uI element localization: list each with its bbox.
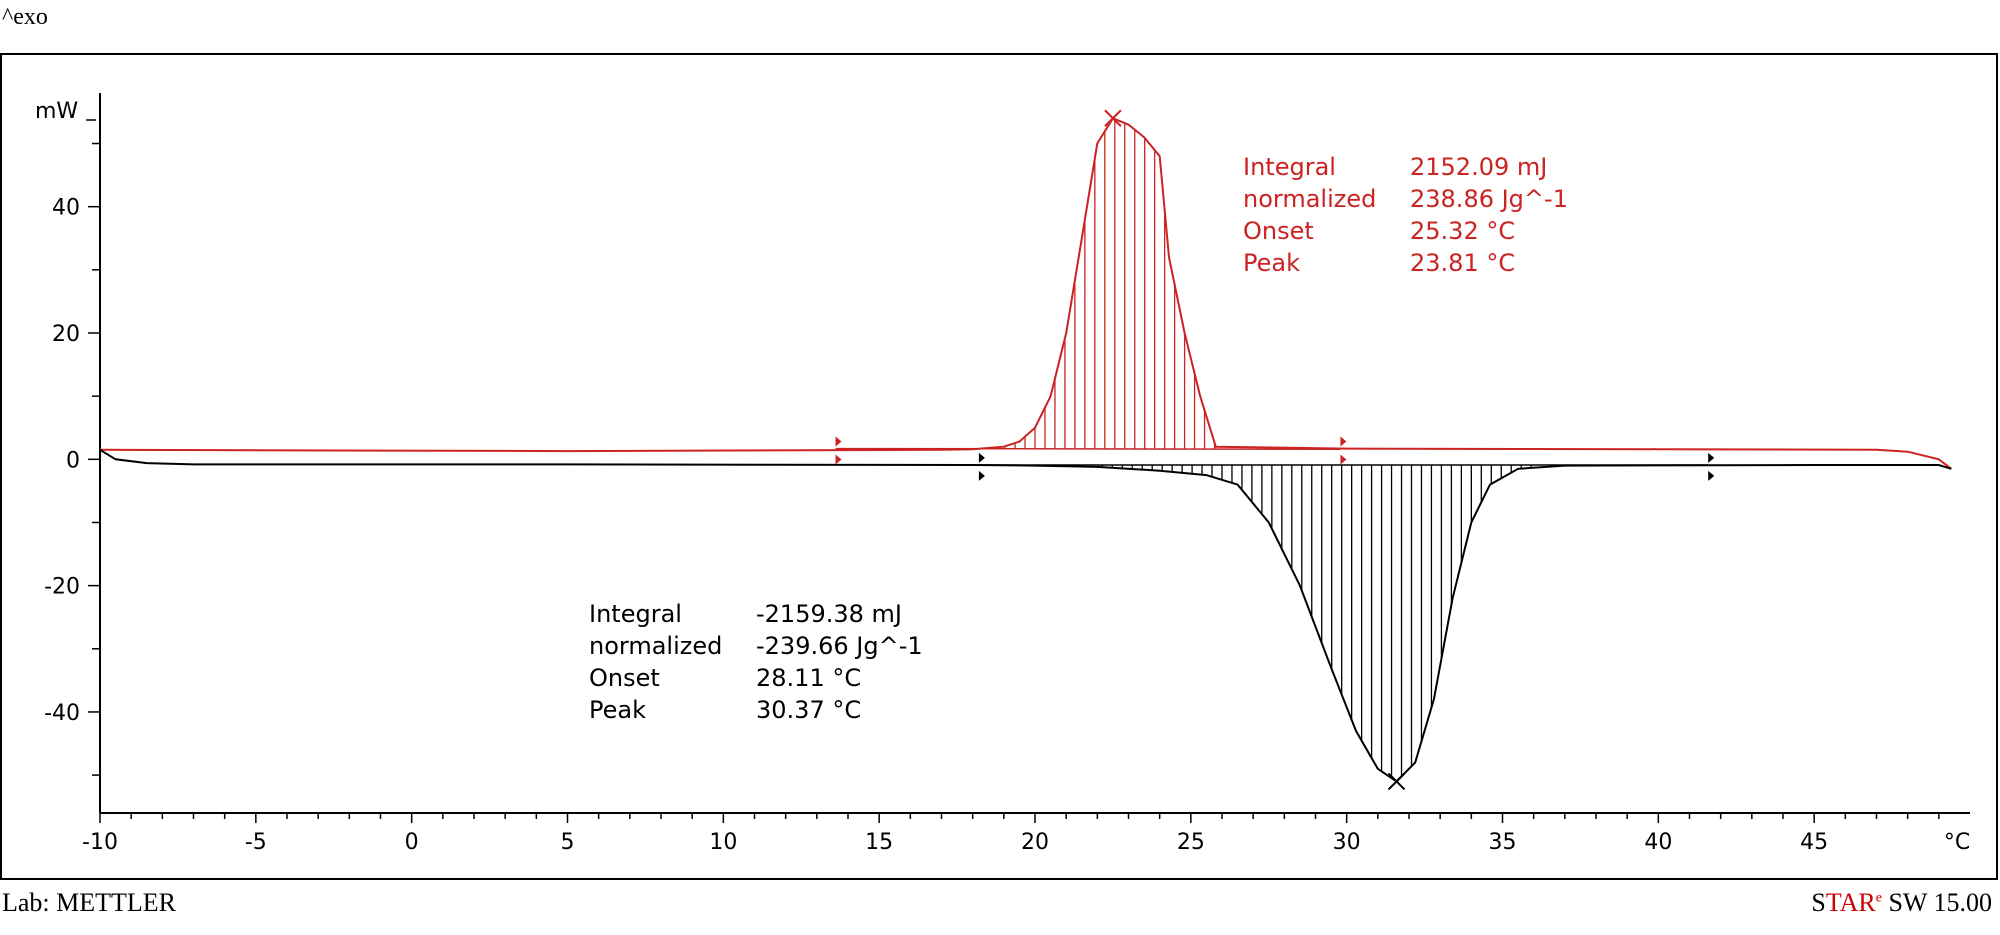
x-tick-label: 20 <box>1021 830 1049 855</box>
software-e: e <box>1875 890 1882 906</box>
cooling-result-value: -239.66 Jg^-1 <box>756 632 923 660</box>
heating-left-limit-marker <box>835 436 842 447</box>
y-tick-label: 40 <box>52 196 80 221</box>
cooling-right-limit-marker <box>1708 452 1715 463</box>
software-label: STARe SW 15.00 <box>1811 888 1992 918</box>
x-tick-label: 25 <box>1177 830 1205 855</box>
heating-result-value: 238.86 Jg^-1 <box>1410 185 1568 213</box>
exo-direction-label: ^exo <box>2 4 48 30</box>
x-tick-label: 45 <box>1800 830 1828 855</box>
chart-border <box>0 53 1998 880</box>
heating-result-label: Onset <box>1243 217 1314 245</box>
x-tick-label: 35 <box>1489 830 1517 855</box>
cooling-result-value: 30.37 °C <box>756 696 861 724</box>
software-s: S <box>1811 888 1826 917</box>
cooling-result-label: Peak <box>589 696 646 724</box>
heating-baseline <box>835 447 1341 450</box>
y-axis-unit-label: mW <box>35 99 78 124</box>
software-rest: SW 15.00 <box>1881 888 1992 917</box>
x-tick-label: -5 <box>245 830 267 855</box>
cooling-left-limit-marker <box>978 452 985 463</box>
heating-left-limit-marker <box>835 454 842 465</box>
y-tick-label: 20 <box>52 322 80 347</box>
y-tick-label: -20 <box>44 575 80 600</box>
heating-result-label: Peak <box>1243 249 1300 277</box>
heating-right-limit-marker <box>1340 454 1347 465</box>
y-tick-label: 0 <box>66 448 80 473</box>
heating-right-limit-marker <box>1340 436 1347 447</box>
heating-result-value: 25.32 °C <box>1410 217 1515 245</box>
x-tick-label: 15 <box>865 830 893 855</box>
cooling-left-limit-marker <box>978 470 985 481</box>
chart-axes: -10 -5 0 5 10 15 20 25 30 35 40 45 °C 40 20 0 -20 -40 mW <box>35 93 1970 855</box>
heating-result-label: Integral <box>1243 153 1336 181</box>
peak-cross-stroke <box>1104 109 1122 127</box>
chart-markers <box>835 109 1715 791</box>
cooling-result-label: Integral <box>589 600 682 628</box>
cooling-right-limit-marker <box>1708 470 1715 481</box>
heating-curve <box>99 117 1952 470</box>
cooling-result-label: normalized <box>589 632 722 660</box>
y-tick-label: -40 <box>44 701 80 726</box>
peak-cross-stroke <box>1387 772 1406 791</box>
cooling-curve <box>99 448 1952 783</box>
software-tar: TAR <box>1825 888 1876 917</box>
x-axis-unit-label: °C <box>1944 830 1970 855</box>
heating-peak-marker <box>1104 109 1122 127</box>
chart-series <box>99 117 1952 783</box>
x-tick-label: 5 <box>561 830 575 855</box>
peak-result-tables: Integral 2152.09 mJ normalized 238.86 Jg^-… <box>589 153 1568 724</box>
cooling-result-value: 28.11 °C <box>756 664 861 692</box>
lab-label: Lab: METTLER <box>2 888 177 917</box>
x-tick-label: 10 <box>709 830 737 855</box>
x-tick-label: 30 <box>1333 830 1361 855</box>
cooling-result-label: Onset <box>589 664 660 692</box>
cooling-peak-marker <box>1387 772 1406 791</box>
heating-result-value: 23.81 °C <box>1410 249 1515 277</box>
heating-result-value: 2152.09 mJ <box>1410 153 1547 181</box>
heating-result-label: normalized <box>1243 185 1376 213</box>
x-tick-label: 0 <box>405 830 419 855</box>
peak-integration-fills <box>984 119 1532 779</box>
cooling-result-value: -2159.38 mJ <box>756 600 902 628</box>
x-tick-label: 40 <box>1644 830 1672 855</box>
x-tick-label: -10 <box>82 830 118 855</box>
